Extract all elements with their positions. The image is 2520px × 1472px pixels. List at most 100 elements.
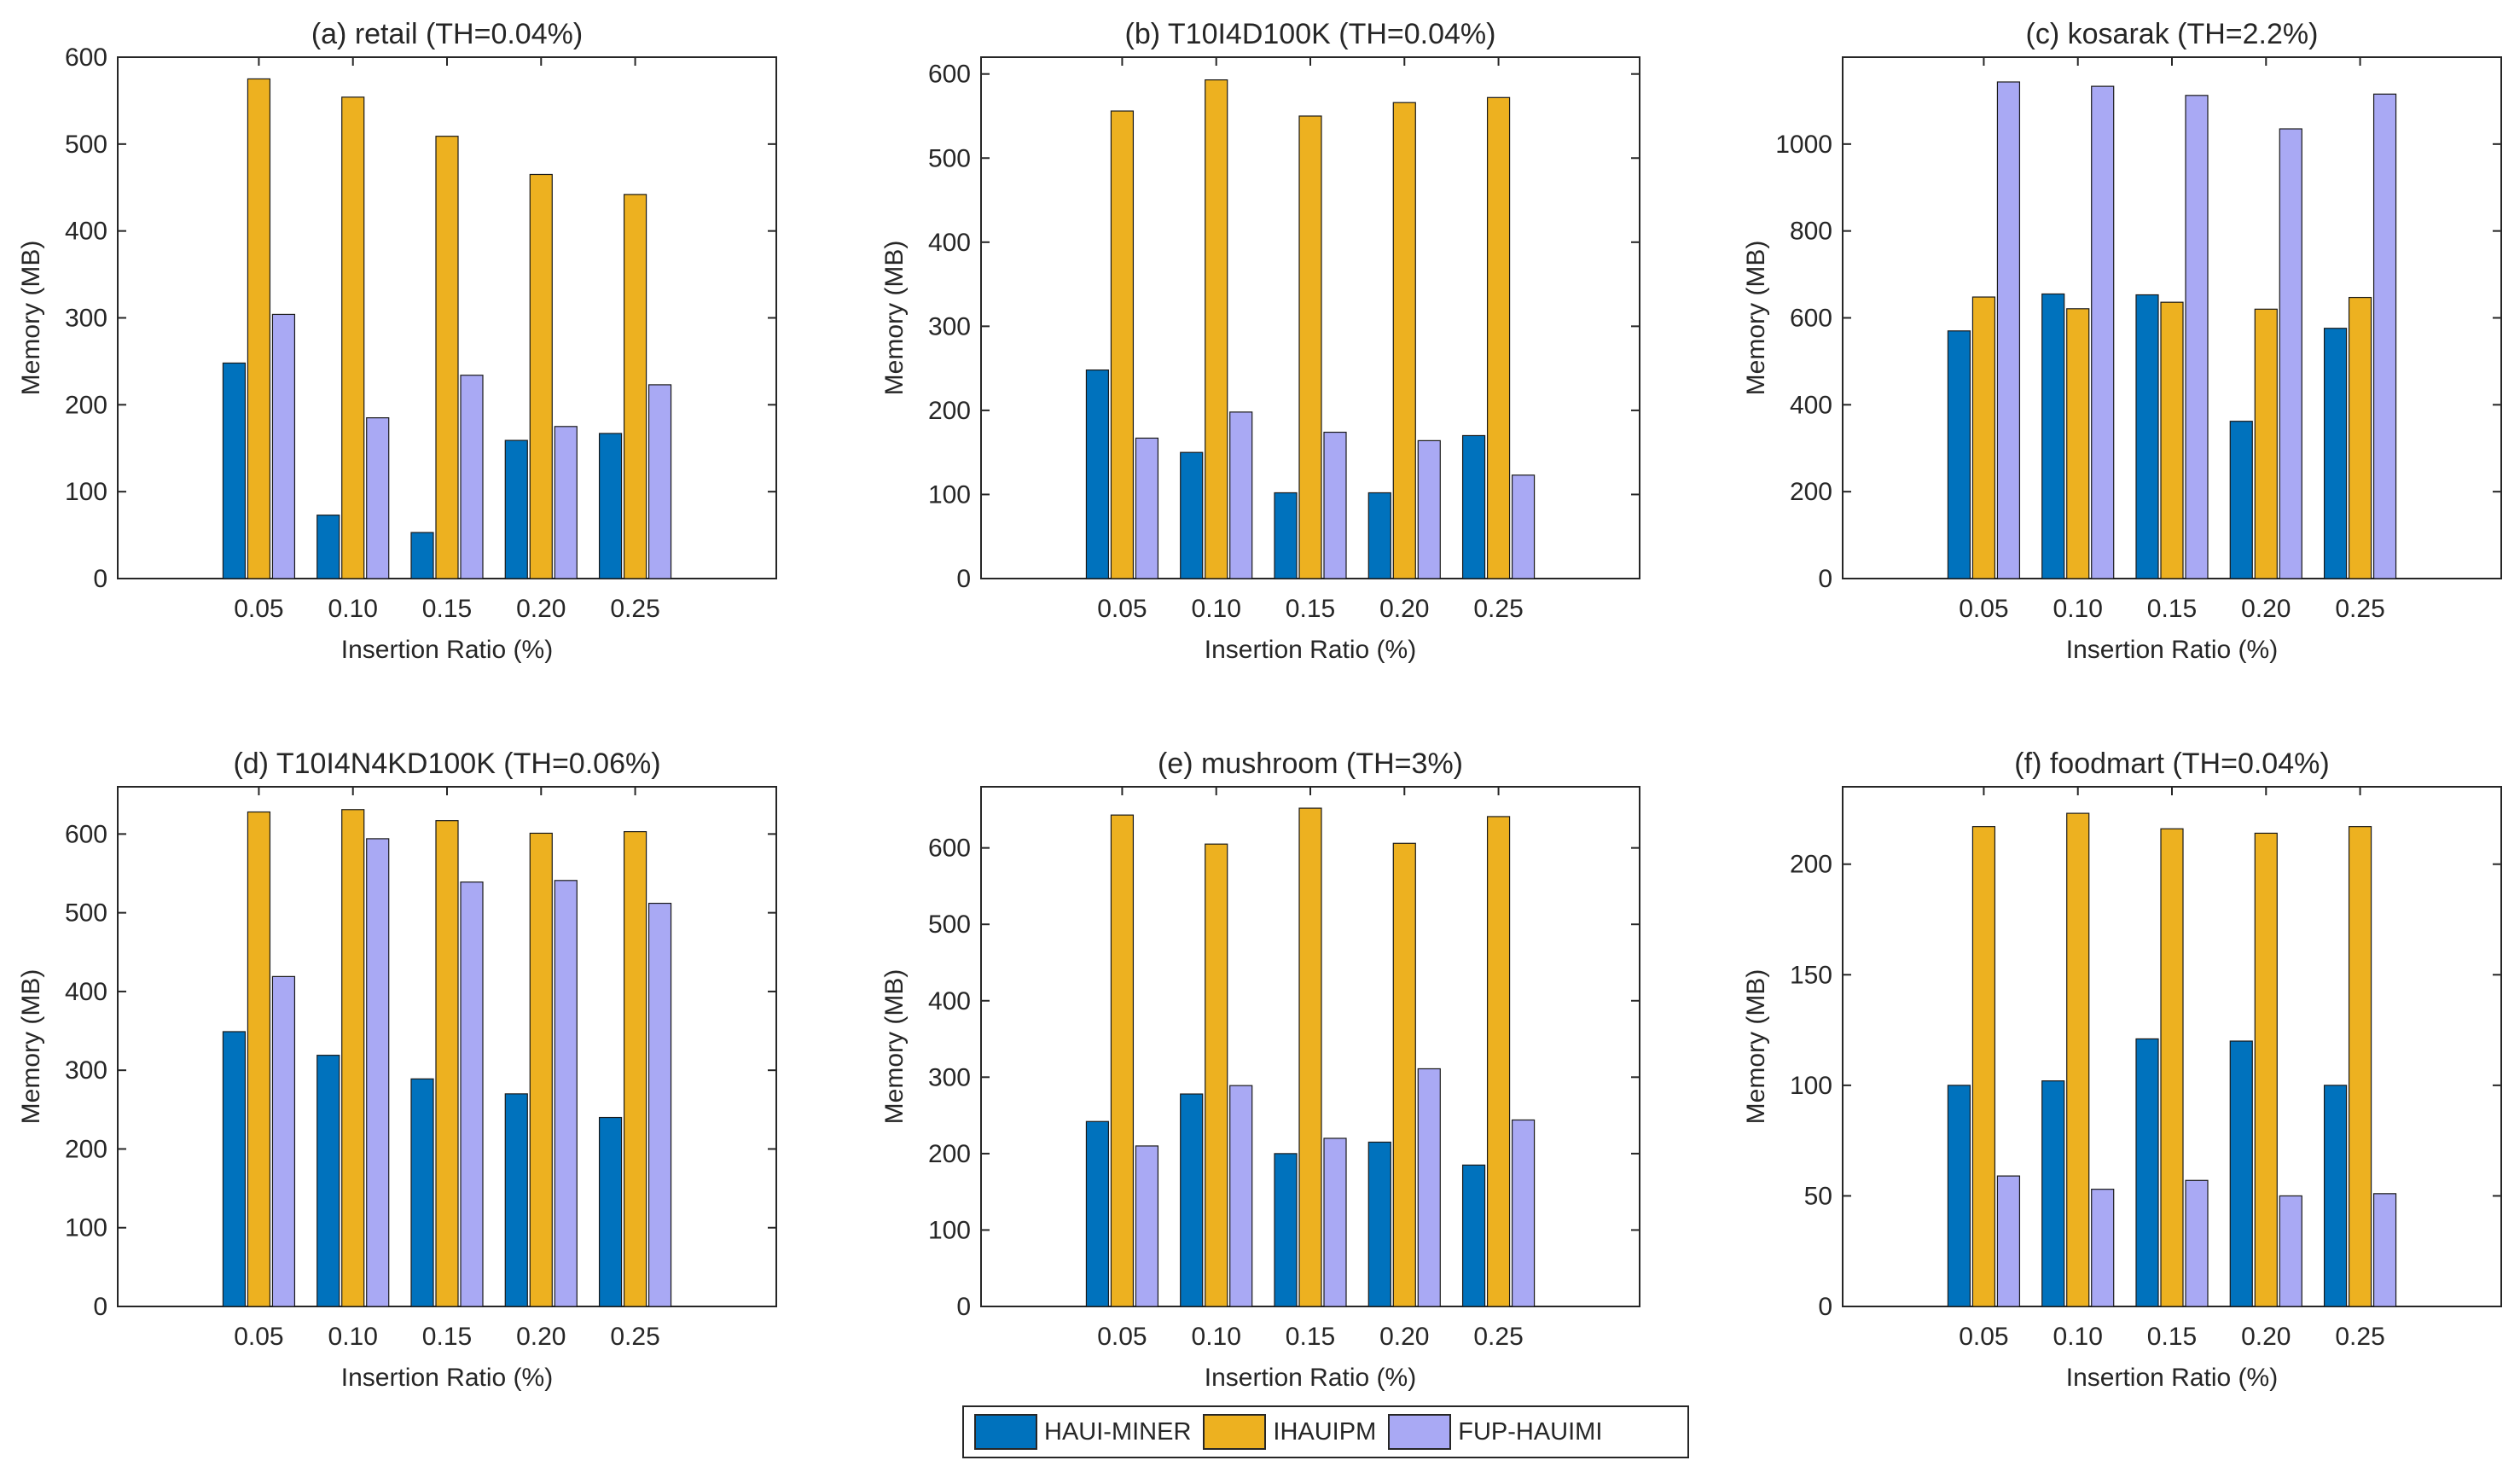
bar-haui-miner-0.15 [2135, 1038, 2159, 1307]
x-tick-label: 0.10 [1192, 595, 1241, 623]
bar-ihauipm-0.25 [623, 830, 647, 1307]
bar-ihauipm-0.25 [623, 194, 647, 579]
x-tick-label: 0.20 [1379, 1323, 1429, 1351]
bar-fup-hauimi-0.10 [366, 417, 390, 579]
bar-haui-miner-0.25 [1461, 434, 1486, 579]
bar-fup-hauimi-0.10 [2091, 1189, 2115, 1307]
x-tick-label: 0.05 [1959, 1323, 2008, 1351]
y-tick-label: 600 [65, 820, 107, 848]
bar-haui-miner-0.10 [316, 1055, 340, 1307]
legend-item-ihauipm: IHAUIPM [1203, 1414, 1376, 1450]
bar-ihauipm-0.10 [341, 809, 365, 1307]
y-axis-label: Memory (MB) [17, 241, 45, 396]
x-axis-label: Insertion Ratio (%) [341, 1364, 553, 1392]
bar-ihauipm-0.15 [1298, 807, 1322, 1307]
bar-haui-miner-0.10 [316, 515, 340, 579]
chart-title: (c) kosarak (TH=2.2%) [2026, 18, 2319, 50]
x-tick-label: 0.10 [328, 1323, 378, 1351]
x-tick-label: 0.05 [234, 595, 283, 623]
legend-swatch-haui-miner [974, 1414, 1037, 1450]
bar-fup-hauimi-0.20 [2279, 1195, 2302, 1307]
y-tick-label: 0 [93, 1293, 107, 1321]
y-tick-label: 400 [65, 978, 107, 1006]
y-tick-label: 0 [956, 1293, 971, 1321]
bar-fup-hauimi-0.25 [2372, 93, 2397, 579]
y-tick-label: 600 [928, 835, 971, 863]
y-tick-label: 200 [1790, 478, 1832, 506]
bar-haui-miner-0.05 [1085, 369, 1110, 579]
bar-fup-hauimi-0.20 [1417, 439, 1441, 579]
bar-ihauipm-0.15 [1298, 115, 1322, 579]
bar-haui-miner-0.25 [2323, 1085, 2348, 1307]
y-tick-label: 100 [1790, 1072, 1832, 1100]
x-tick-label: 0.15 [2147, 595, 2197, 623]
bar-ihauipm-0.25 [1486, 816, 1511, 1307]
bar-haui-miner-0.20 [2229, 1040, 2253, 1307]
x-tick-label: 0.15 [422, 595, 472, 623]
x-tick-label: 0.25 [1473, 595, 1523, 623]
bar-ihauipm-0.20 [529, 832, 553, 1307]
bar-haui-miner-0.20 [504, 439, 528, 579]
bar-ihauipm-0.15 [435, 820, 459, 1307]
chart-panel-1: 0 100 200 300 400 500 600 0.05 0.10 0.15 0.20 0.25 (… [17, 18, 777, 664]
bar-ihauipm-0.10 [341, 96, 365, 579]
x-tick-label: 0.20 [2241, 1323, 2291, 1351]
x-tick-label: 0.10 [1192, 1323, 1241, 1351]
bar-ihauipm-0.10 [2066, 308, 2090, 579]
chart-title: (d) T10I4N4KD100K (TH=0.06%) [233, 748, 660, 780]
chart-title: (a) retail (TH=0.04%) [311, 18, 583, 50]
chart-panel-4: 0 100 200 300 400 500 600 0.05 0.10 0.15 0.20 0.25 (… [17, 748, 777, 1392]
y-tick-label: 100 [928, 1216, 971, 1244]
bar-haui-miner-0.05 [1085, 1120, 1110, 1307]
x-tick-label: 0.10 [2053, 1323, 2103, 1351]
x-tick-label: 0.15 [2147, 1323, 2197, 1351]
chart-panel-3: 0 200 400 600 800 1000 0.05 0.10 0.15 0.20 0.25 (c)… [1742, 18, 2502, 664]
bar-haui-miner-0.15 [1274, 1153, 1298, 1307]
y-tick-label: 0 [1818, 565, 1832, 593]
y-tick-label: 100 [928, 480, 971, 509]
bar-haui-miner-0.05 [1947, 1085, 1971, 1307]
bar-ihauipm-0.20 [2254, 308, 2278, 579]
chart-title: (e) mushroom (TH=3%) [1158, 748, 1463, 780]
y-tick-label: 200 [928, 397, 971, 425]
chart-title: (f) foodmart (TH=0.04%) [2014, 748, 2329, 780]
y-tick-label: 300 [65, 305, 107, 333]
y-tick-label: 400 [65, 218, 107, 246]
bar-fup-hauimi-0.20 [1417, 1068, 1441, 1307]
bar-ihauipm-0.20 [529, 173, 553, 579]
bar-fup-hauimi-0.05 [1135, 1145, 1159, 1307]
x-tick-label: 0.25 [610, 595, 659, 623]
x-tick-label: 0.05 [1959, 595, 2008, 623]
x-tick-label: 0.25 [610, 1323, 659, 1351]
bar-fup-hauimi-0.20 [2279, 128, 2302, 579]
bar-fup-hauimi-0.10 [1229, 411, 1253, 579]
chart-panel-2: 0 100 200 300 400 500 600 0.05 0.10 0.15 0.20 0.25 (… [880, 18, 1640, 664]
bar-ihauipm-0.05 [1971, 296, 1996, 579]
x-tick-label: 0.05 [1097, 1323, 1147, 1351]
bar-ihauipm-0.20 [2254, 832, 2278, 1307]
y-tick-label: 200 [928, 1140, 971, 1168]
bar-haui-miner-0.20 [1367, 1141, 1391, 1307]
legend: HAUI-MINER IHAUIPM FUP-HAUIMI [962, 1405, 1689, 1458]
y-tick-label: 100 [65, 1214, 107, 1242]
x-tick-label: 0.20 [1379, 595, 1429, 623]
bar-fup-hauimi-0.05 [1996, 1175, 2021, 1307]
y-tick-label: 1000 [1775, 131, 1832, 159]
x-axis-label: Insertion Ratio (%) [1205, 636, 1416, 664]
bar-fup-hauimi-0.10 [366, 838, 390, 1307]
bar-haui-miner-0.15 [410, 1078, 434, 1307]
y-tick-label: 0 [93, 565, 107, 593]
x-tick-label: 0.10 [328, 595, 378, 623]
bar-haui-miner-0.10 [1180, 1093, 1204, 1307]
x-tick-label: 0.25 [2335, 595, 2384, 623]
y-tick-label: 600 [928, 61, 971, 89]
y-tick-label: 300 [928, 1063, 971, 1091]
legend-swatch-fup-hauimi [1388, 1414, 1452, 1450]
y-tick-label: 400 [1790, 391, 1832, 419]
bar-ihauipm-0.10 [1205, 843, 1228, 1307]
x-tick-label: 0.15 [1286, 1323, 1335, 1351]
y-tick-label: 500 [928, 144, 971, 172]
bar-ihauipm-0.05 [1110, 110, 1135, 579]
bar-haui-miner-0.10 [2041, 1080, 2065, 1307]
bar-haui-miner-0.05 [222, 362, 247, 579]
